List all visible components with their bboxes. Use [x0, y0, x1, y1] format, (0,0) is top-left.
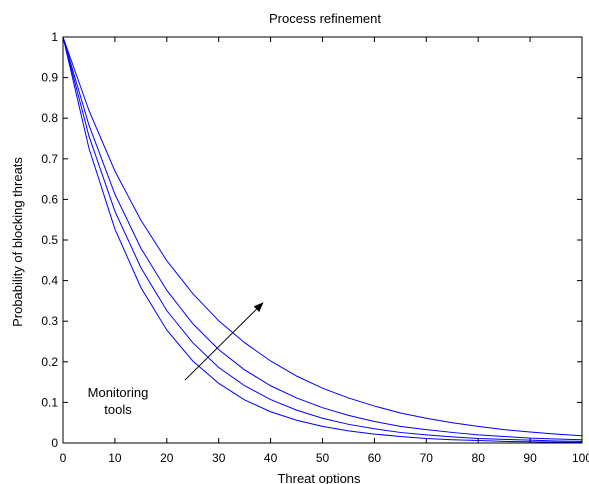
series-line-1: [62, 36, 583, 437]
x-tick-label: 60: [368, 451, 382, 465]
y-tick-label: 0.2: [41, 355, 58, 369]
series-line-3: [62, 36, 583, 442]
y-tick-label: 0.3: [41, 314, 58, 328]
y-tick-label: 0.5: [41, 233, 58, 247]
x-tick-label: 90: [523, 451, 537, 465]
x-tick-label: 70: [420, 451, 434, 465]
x-tick-label: 20: [160, 451, 174, 465]
y-axis-title: Probability of blocking threats: [10, 157, 25, 327]
annotation-arrow: [184, 302, 264, 381]
x-axis-title: Threat options: [277, 471, 361, 484]
x-tick-label: 40: [264, 451, 278, 465]
series-layer: [62, 36, 583, 443]
y-tick-label: 0: [51, 436, 58, 450]
x-tick-label: 10: [108, 451, 122, 465]
annotation-label: Monitoring: [88, 385, 149, 400]
annotation-label: tools: [104, 402, 132, 417]
chart-title: Process refinement: [269, 11, 381, 26]
y-tick-label: 0.8: [41, 111, 58, 125]
y-axis: 0 0.1 0.2 0.3 0.4 0.5 0.6 0.7 0.8 0.9 1: [41, 30, 582, 450]
y-tick-label: 1: [51, 30, 58, 44]
y-tick-label: 0.6: [41, 192, 58, 206]
y-tick-label: 0.9: [41, 71, 58, 85]
x-tick-label: 100: [572, 451, 589, 465]
x-axis: 0 10 20 30 40 50 60 70 80 90 100: [60, 37, 589, 465]
x-tick-label: 50: [316, 451, 330, 465]
y-tick-label: 0.4: [41, 274, 58, 288]
x-tick-label: 30: [212, 451, 226, 465]
series-line-4: [62, 36, 582, 443]
x-tick-label: 80: [472, 451, 486, 465]
x-tick-label: 0: [60, 451, 67, 465]
y-tick-label: 0.7: [41, 152, 58, 166]
y-tick-label: 0.1: [41, 395, 58, 409]
series-line-2: [62, 36, 583, 441]
annotation: Monitoring tools: [88, 302, 264, 417]
